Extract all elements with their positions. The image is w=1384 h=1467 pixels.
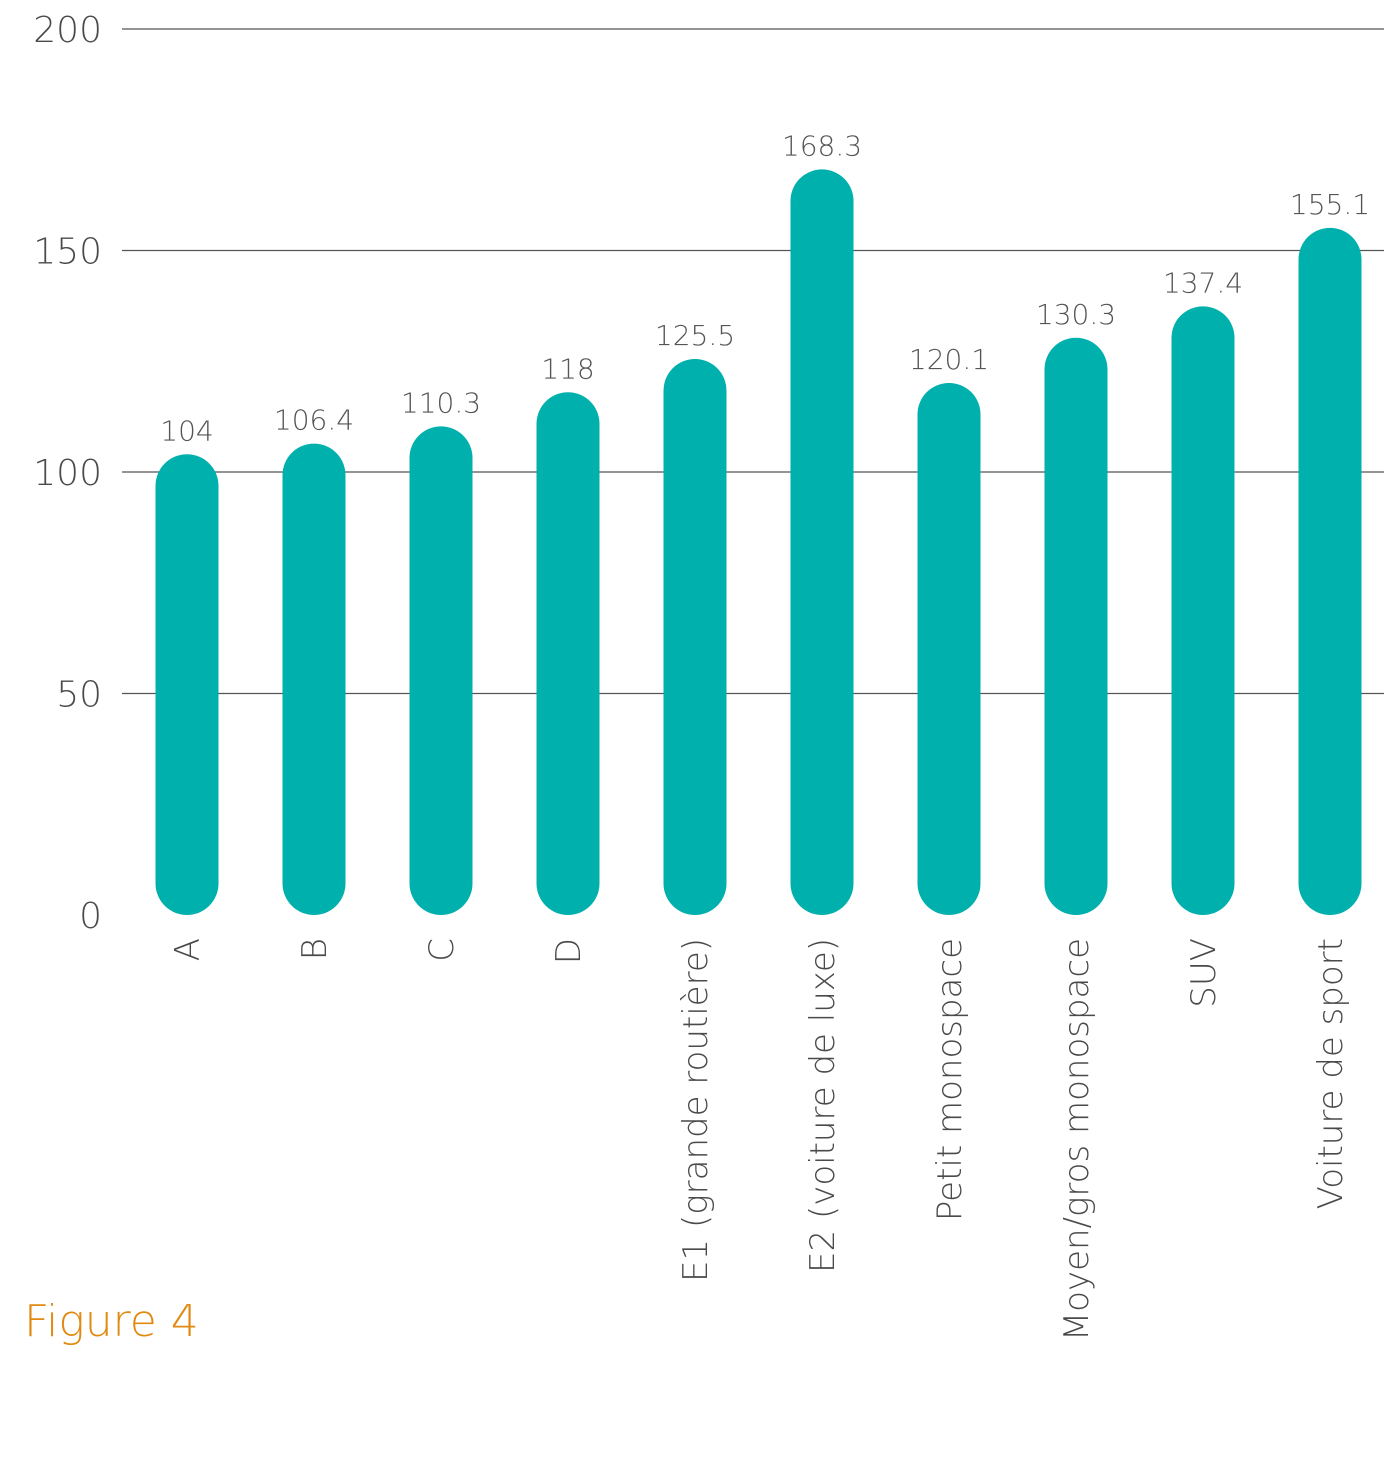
data-label: 130.3 [1036,298,1116,331]
bar [663,359,727,915]
data-label: 120.1 [909,343,989,376]
x-tick-label: B [295,938,335,960]
data-label: 118 [541,352,594,385]
bar [155,454,219,915]
data-label: 155.1 [1290,188,1370,221]
y-tick-label: 100 [33,453,102,494]
y-tick-label: 50 [56,675,102,716]
x-tick-label: Voiture de sport [1311,938,1351,1209]
bar [1298,227,1362,916]
bars [155,169,1362,916]
data-label: 168.3 [782,129,862,162]
bar [1171,306,1235,915]
bar [917,382,981,915]
data-labels: 104 106.4 110.3 118 125.5 168.3 120.1 130.3 137.… [160,129,1370,447]
x-tick-label: Petit monospace [930,938,970,1221]
x-tick-label: E1 (grande routière) [676,938,716,1282]
data-label: 104 [160,414,213,447]
bar [790,169,854,915]
bar [1044,337,1108,915]
x-tick-label: Moyen/gros monospace [1057,938,1097,1341]
data-label: 137.4 [1163,266,1243,299]
x-tick-label: C [422,938,462,962]
data-label: 125.5 [655,319,735,352]
figure-caption: Figure 4 [24,1296,199,1347]
x-tick-label: E2 (voiture de luxe) [803,938,843,1273]
y-axis-ticks: 0 50 100 150 200 [33,10,102,937]
category-labels: A B C D E1 (grande routière) E2 (voiture de l… [168,938,1351,1341]
data-label: 106.4 [274,404,354,437]
x-tick-label: D [549,938,589,964]
x-tick-label: SUV [1184,938,1224,1008]
y-tick-label: 200 [33,10,102,51]
bar [282,443,346,915]
data-label: 110.3 [401,386,481,419]
y-tick-label: 150 [33,232,102,273]
x-tick-label: A [168,938,208,961]
bar [409,426,473,915]
bar [536,392,600,915]
y-tick-label: 0 [79,896,102,937]
